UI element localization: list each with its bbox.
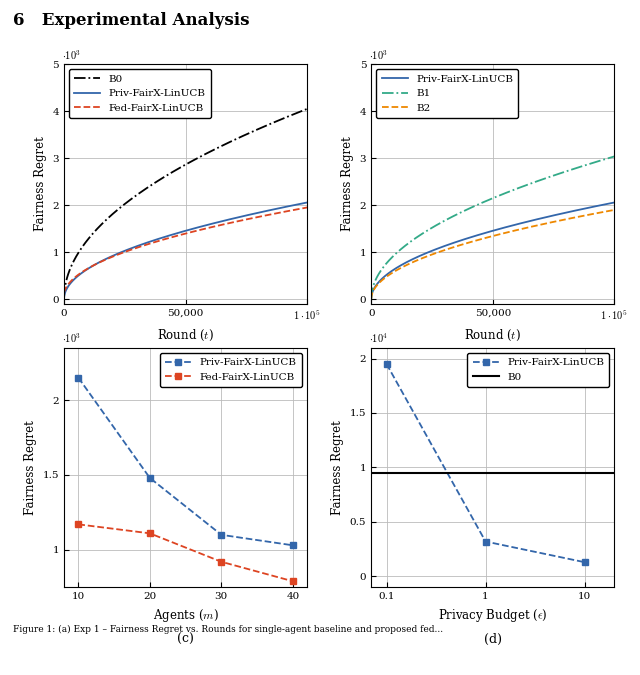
B2 (577, 212, 584, 220)
Priv-FairX-LinUCB (244, 211, 252, 219)
Priv-FairX-LinUCB (289, 541, 297, 549)
Priv-FairX-LinUCB (577, 205, 584, 213)
Fed-FairX-LinUCB (218, 558, 225, 566)
Line: Priv-FairX-LinUCB: Priv-FairX-LinUCB (64, 202, 307, 299)
B2 (611, 206, 618, 214)
Text: $\cdot 10^4$: $\cdot 10^4$ (369, 331, 388, 345)
X-axis label: Round ($t$): Round ($t$) (465, 328, 521, 343)
B1 (509, 186, 516, 194)
Fed-FairX-LinUCB (146, 529, 154, 537)
Line: Priv-FairX-LinUCB: Priv-FairX-LinUCB (383, 360, 588, 566)
B0 (215, 143, 223, 151)
Legend: Priv-FairX-LinUCB, Fed-FairX-LinUCB: Priv-FairX-LinUCB, Fed-FairX-LinUCB (160, 353, 302, 387)
X-axis label: Agents ($m$): Agents ($m$) (153, 607, 218, 624)
B0 (482, 469, 490, 477)
B1 (515, 184, 523, 192)
Text: 6   Experimental Analysis: 6 Experimental Analysis (13, 12, 250, 29)
Priv-FairX-LinUCB (146, 474, 154, 482)
Line: Fed-FairX-LinUCB: Fed-FairX-LinUCB (64, 207, 307, 293)
Priv-FairX-LinUCB (611, 198, 618, 207)
B0 (60, 295, 68, 303)
Line: B2: B2 (371, 210, 614, 299)
Priv-FairX-LinUCB (509, 221, 516, 230)
Text: $\cdot 10^3$: $\cdot 10^3$ (369, 48, 388, 61)
B1 (577, 163, 584, 171)
B1 (611, 153, 618, 161)
Fed-FairX-LinUCB (269, 210, 277, 218)
Fed-FairX-LinUCB (60, 289, 68, 297)
Priv-FairX-LinUCB (60, 295, 68, 303)
B0 (208, 147, 216, 155)
Line: Fed-FairX-LinUCB: Fed-FairX-LinUCB (75, 521, 296, 585)
Priv-FairX-LinUCB (215, 218, 223, 226)
Line: Priv-FairX-LinUCB: Priv-FairX-LinUCB (75, 374, 296, 549)
Text: Figure 1: (a) Exp 1 – Fairness Regret vs. Rounds for single-agent baseline and p: Figure 1: (a) Exp 1 – Fairness Regret vs… (13, 624, 443, 634)
Text: $\cdot 10^3$: $\cdot 10^3$ (61, 48, 81, 61)
Legend: Priv-FairX-LinUCB, B1, B2: Priv-FairX-LinUCB, B1, B2 (376, 70, 518, 118)
X-axis label: Privacy Budget ($\epsilon$): Privacy Budget ($\epsilon$) (438, 607, 548, 624)
Fed-FairX-LinUCB (74, 520, 82, 529)
Y-axis label: Fairness Regret: Fairness Regret (341, 136, 354, 232)
Y-axis label: Fairness Regret: Fairness Regret (34, 136, 47, 232)
Fed-FairX-LinUCB (215, 221, 223, 230)
Text: $\cdot 10^3$: $\cdot 10^3$ (61, 331, 81, 345)
B0 (244, 130, 252, 138)
Line: Priv-FairX-LinUCB: Priv-FairX-LinUCB (371, 202, 614, 299)
Priv-FairX-LinUCB (382, 271, 390, 279)
Priv-FairX-LinUCB (482, 537, 490, 545)
B0 (202, 150, 209, 158)
B1 (552, 171, 559, 179)
Fed-FairX-LinUCB (202, 225, 209, 233)
B0 (303, 105, 311, 113)
Priv-FairX-LinUCB (552, 211, 559, 219)
B1 (367, 295, 375, 303)
Y-axis label: Fairness Regret: Fairness Regret (24, 420, 37, 515)
B2 (515, 225, 523, 234)
Priv-FairX-LinUCB (75, 271, 83, 279)
Y-axis label: Fairness Regret: Fairness Regret (332, 420, 344, 515)
B2 (382, 273, 390, 281)
Fed-FairX-LinUCB (289, 577, 297, 585)
B0 (269, 119, 277, 127)
Text: (b): (b) (484, 349, 502, 362)
B2 (509, 227, 516, 235)
Fed-FairX-LinUCB (303, 203, 311, 211)
Priv-FairX-LinUCB (303, 198, 311, 207)
B2 (367, 295, 375, 303)
Priv-FairX-LinUCB (383, 360, 390, 368)
Line: B0: B0 (64, 109, 307, 299)
Fed-FairX-LinUCB (75, 270, 83, 278)
Text: (d): (d) (484, 632, 502, 646)
Priv-FairX-LinUCB (218, 531, 225, 539)
B0 (75, 248, 83, 256)
B1 (382, 260, 390, 268)
Fed-FairX-LinUCB (208, 223, 216, 231)
Priv-FairX-LinUCB (202, 221, 209, 230)
Priv-FairX-LinUCB (208, 220, 216, 228)
Legend: B0, Priv-FairX-LinUCB, Fed-FairX-LinUCB: B0, Priv-FairX-LinUCB, Fed-FairX-LinUCB (69, 70, 211, 118)
Priv-FairX-LinUCB (367, 295, 375, 303)
Text: (a): (a) (177, 349, 195, 362)
Fed-FairX-LinUCB (244, 215, 252, 223)
Line: B1: B1 (371, 157, 614, 299)
X-axis label: Round ($t$): Round ($t$) (157, 328, 214, 343)
Priv-FairX-LinUCB (522, 218, 530, 226)
Legend: Priv-FairX-LinUCB, B0: Priv-FairX-LinUCB, B0 (467, 353, 609, 387)
Priv-FairX-LinUCB (515, 220, 523, 228)
B2 (552, 217, 559, 225)
Priv-FairX-LinUCB (74, 373, 82, 381)
B2 (522, 224, 530, 232)
Priv-FairX-LinUCB (580, 558, 588, 566)
Text: (c): (c) (177, 632, 194, 646)
Priv-FairX-LinUCB (269, 205, 277, 213)
B1 (522, 181, 530, 189)
